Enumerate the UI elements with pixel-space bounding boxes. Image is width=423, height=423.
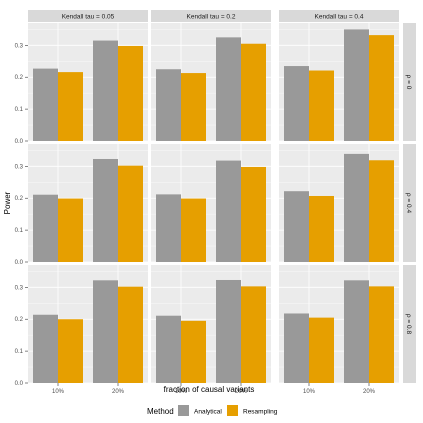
legend-label-analytical: Analytical bbox=[194, 409, 222, 416]
bar-analytical bbox=[156, 194, 181, 262]
facet-panels bbox=[28, 23, 399, 384]
column-strip-group: Kendall tau = 0.05 Kendall tau = 0.2 Kenda… bbox=[28, 10, 399, 22]
bar-analytical bbox=[33, 68, 58, 141]
y-tick-label: 0.2 bbox=[15, 317, 24, 323]
bar-analytical bbox=[156, 69, 181, 141]
row-strip bbox=[403, 23, 416, 141]
facet-panel bbox=[279, 23, 399, 142]
bar-analytical bbox=[93, 280, 118, 383]
bar-resampling bbox=[309, 70, 334, 141]
row-strip-group: ρ = 0 ρ = 0.4 ρ = 0.8 bbox=[403, 23, 416, 383]
facet-panel bbox=[28, 23, 148, 142]
y-tick-label: 0.1 bbox=[15, 107, 24, 113]
y-tick-label: 0.0 bbox=[15, 260, 24, 266]
bar-resampling bbox=[181, 198, 206, 262]
y-tick-label: 0.3 bbox=[15, 285, 24, 291]
bar-analytical bbox=[284, 191, 309, 262]
bar-resampling bbox=[369, 160, 394, 262]
bar-resampling bbox=[58, 319, 83, 383]
y-tick-label: 0.2 bbox=[15, 196, 24, 202]
x-tick-label: 20% bbox=[235, 389, 248, 395]
legend-swatch-analytical bbox=[178, 405, 189, 416]
y-tick-label: 0.0 bbox=[15, 381, 24, 387]
y-tick-label: 0.1 bbox=[15, 349, 24, 355]
legend: Method Analytical Resampling bbox=[147, 405, 278, 416]
row-strip bbox=[403, 265, 416, 383]
x-tick-label: 10% bbox=[303, 389, 316, 395]
y-tick-label: 0.1 bbox=[15, 228, 24, 234]
bar-resampling bbox=[309, 317, 334, 383]
bar-analytical bbox=[156, 315, 181, 383]
legend-swatch-resampling bbox=[227, 405, 238, 416]
x-tick-label: 10% bbox=[175, 389, 188, 395]
bar-resampling bbox=[181, 320, 206, 383]
bar-resampling bbox=[309, 195, 334, 262]
y-tick-label: 0.3 bbox=[15, 43, 24, 49]
bar-analytical bbox=[33, 194, 58, 262]
bar-resampling bbox=[181, 73, 206, 141]
bar-resampling bbox=[58, 72, 83, 141]
column-strip bbox=[279, 10, 399, 22]
column-strip-label: Kendall tau = 0.4 bbox=[315, 14, 364, 21]
bar-analytical bbox=[284, 66, 309, 141]
bar-resampling bbox=[369, 286, 394, 383]
row-strip-label: ρ = 0.4 bbox=[405, 193, 412, 214]
facet-panel bbox=[151, 144, 271, 263]
y-tick-label: 0.2 bbox=[15, 75, 24, 81]
y-axis-title: Power bbox=[3, 191, 12, 214]
bar-analytical bbox=[344, 29, 369, 141]
y-tick-label: 0.0 bbox=[15, 139, 24, 145]
bar-resampling bbox=[241, 166, 266, 262]
facet-panel bbox=[279, 265, 399, 384]
facet-panel bbox=[28, 144, 148, 263]
bar-resampling bbox=[369, 35, 394, 141]
bar-resampling bbox=[241, 286, 266, 383]
column-strip-label: Kendall tau = 0.05 bbox=[62, 14, 115, 21]
legend-title: Method bbox=[147, 407, 174, 416]
facet-panel bbox=[28, 265, 148, 384]
x-tick-label: 10% bbox=[52, 389, 65, 395]
bar-resampling bbox=[118, 45, 143, 142]
bar-analytical bbox=[216, 160, 241, 262]
x-tick-label: 20% bbox=[363, 389, 376, 395]
bar-resampling bbox=[58, 198, 83, 262]
x-tick-label: 20% bbox=[112, 389, 125, 395]
facet-panel bbox=[151, 23, 271, 142]
y-tick-label: 0.3 bbox=[15, 164, 24, 170]
bar-analytical bbox=[33, 314, 58, 383]
facet-panel bbox=[151, 265, 271, 384]
x-axis-title: fraction of causal variants bbox=[164, 385, 255, 394]
row-strip-label: ρ = 0.8 bbox=[405, 314, 412, 335]
row-strip-label: ρ = 0 bbox=[405, 75, 412, 90]
x-axis-group: 10% 20% 10% 20% 10% 20% bbox=[52, 383, 376, 395]
column-strip bbox=[28, 10, 148, 22]
column-strip-label: Kendall tau = 0.2 bbox=[187, 14, 236, 21]
bar-analytical bbox=[284, 313, 309, 383]
bar-resampling bbox=[241, 43, 266, 141]
row-strip bbox=[403, 144, 416, 262]
bar-analytical bbox=[344, 280, 369, 383]
column-strip bbox=[151, 10, 271, 22]
bar-resampling bbox=[118, 286, 143, 383]
bar-analytical bbox=[216, 37, 241, 142]
bar-analytical bbox=[216, 279, 241, 383]
y-axis-group: 0.0 0.1 0.2 0.3 0.0 0.1 0.2 0.3 0.0 0.1 0.2 0.3 bbox=[15, 43, 28, 387]
bar-analytical bbox=[93, 40, 118, 141]
bar-analytical bbox=[344, 153, 369, 262]
facet-panel bbox=[279, 144, 399, 263]
legend-label-resampling: Resampling bbox=[243, 409, 278, 416]
bar-analytical bbox=[93, 158, 118, 262]
bar-resampling bbox=[118, 165, 143, 262]
